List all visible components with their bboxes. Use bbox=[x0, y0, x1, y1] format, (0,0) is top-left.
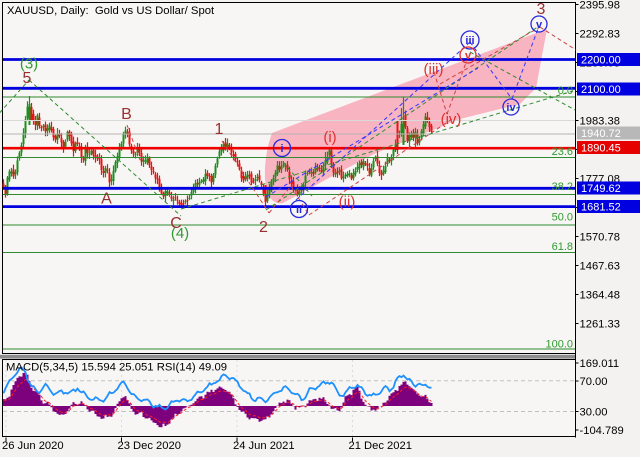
svg-text:1364.48: 1364.48 bbox=[580, 290, 620, 302]
svg-text:XAUUSD, Daily: Gold vs US Dol: XAUUSD, Daily: Gold vs US Dollar/ Spot bbox=[7, 5, 215, 17]
svg-text:iii: iii bbox=[465, 35, 474, 47]
svg-text:1890.45: 1890.45 bbox=[581, 143, 621, 155]
svg-text:C: C bbox=[170, 215, 182, 232]
svg-text:2292.83: 2292.83 bbox=[580, 29, 620, 41]
svg-text:i: i bbox=[280, 143, 283, 155]
svg-text:2395.98: 2395.98 bbox=[580, 0, 620, 12]
svg-text:(ii): (ii) bbox=[339, 194, 356, 211]
svg-text:MACD(5,34,5) 15.594 25.051 RSI: MACD(5,34,5) 15.594 25.051 RSI(14) 49.09 bbox=[6, 362, 227, 374]
svg-text:24 Jun 2021: 24 Jun 2021 bbox=[233, 440, 295, 452]
svg-text:1: 1 bbox=[215, 121, 224, 138]
svg-text:A: A bbox=[101, 191, 112, 208]
svg-text:3: 3 bbox=[537, 1, 546, 18]
svg-text:(iii): (iii) bbox=[424, 61, 444, 78]
svg-text:21 Dec 2021: 21 Dec 2021 bbox=[349, 440, 412, 452]
svg-text:23 Dec 2020: 23 Dec 2020 bbox=[118, 440, 181, 452]
svg-text:(4): (4) bbox=[171, 225, 189, 242]
svg-text:70.00: 70.00 bbox=[580, 376, 608, 388]
svg-text:1749.62: 1749.62 bbox=[581, 183, 621, 195]
svg-text:v: v bbox=[536, 19, 543, 31]
svg-text:2200.00: 2200.00 bbox=[581, 55, 621, 67]
svg-text:0.0: 0.0 bbox=[558, 85, 573, 97]
svg-text:169.011: 169.011 bbox=[580, 358, 620, 370]
svg-text:1570.78: 1570.78 bbox=[580, 232, 620, 244]
svg-text:38.2: 38.2 bbox=[552, 181, 573, 193]
svg-text:2100.00: 2100.00 bbox=[581, 84, 621, 96]
svg-text:1983.38: 1983.38 bbox=[580, 116, 620, 128]
svg-text:(i): (i) bbox=[323, 129, 336, 146]
svg-text:5: 5 bbox=[23, 70, 32, 87]
svg-text:(iv): (iv) bbox=[441, 111, 462, 128]
svg-text:30.00: 30.00 bbox=[580, 407, 608, 419]
svg-text:23.6: 23.6 bbox=[552, 146, 573, 158]
svg-text:100.0: 100.0 bbox=[545, 339, 573, 351]
svg-text:50.0: 50.0 bbox=[552, 212, 573, 224]
svg-text:26 Jun 2020: 26 Jun 2020 bbox=[2, 440, 64, 452]
svg-text:1681.52: 1681.52 bbox=[581, 202, 621, 214]
svg-text:61.8: 61.8 bbox=[552, 241, 573, 253]
svg-text:(3): (3) bbox=[20, 56, 38, 73]
svg-text:iv: iv bbox=[506, 102, 516, 114]
svg-text:v: v bbox=[465, 50, 472, 62]
svg-text:1940.72: 1940.72 bbox=[581, 128, 621, 140]
svg-text:B: B bbox=[121, 106, 132, 123]
svg-text:1261.33: 1261.33 bbox=[580, 319, 620, 331]
svg-text:-104.789: -104.789 bbox=[580, 425, 624, 437]
svg-text:1467.63: 1467.63 bbox=[580, 261, 620, 273]
svg-text:ii: ii bbox=[296, 204, 302, 216]
svg-text:2: 2 bbox=[259, 219, 268, 236]
